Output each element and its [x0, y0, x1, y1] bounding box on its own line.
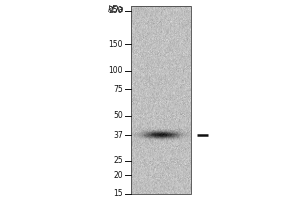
Text: kDa: kDa	[108, 5, 124, 14]
Text: 250: 250	[109, 6, 123, 15]
Bar	[130, 6, 190, 194]
Text: 50: 50	[113, 111, 123, 120]
Text: 20: 20	[113, 171, 123, 180]
Text: 25: 25	[113, 156, 123, 165]
Text: 15: 15	[113, 189, 123, 198]
Text: 37: 37	[113, 131, 123, 140]
Text: 100: 100	[109, 66, 123, 75]
Text: 75: 75	[113, 85, 123, 94]
Text: 150: 150	[109, 40, 123, 49]
